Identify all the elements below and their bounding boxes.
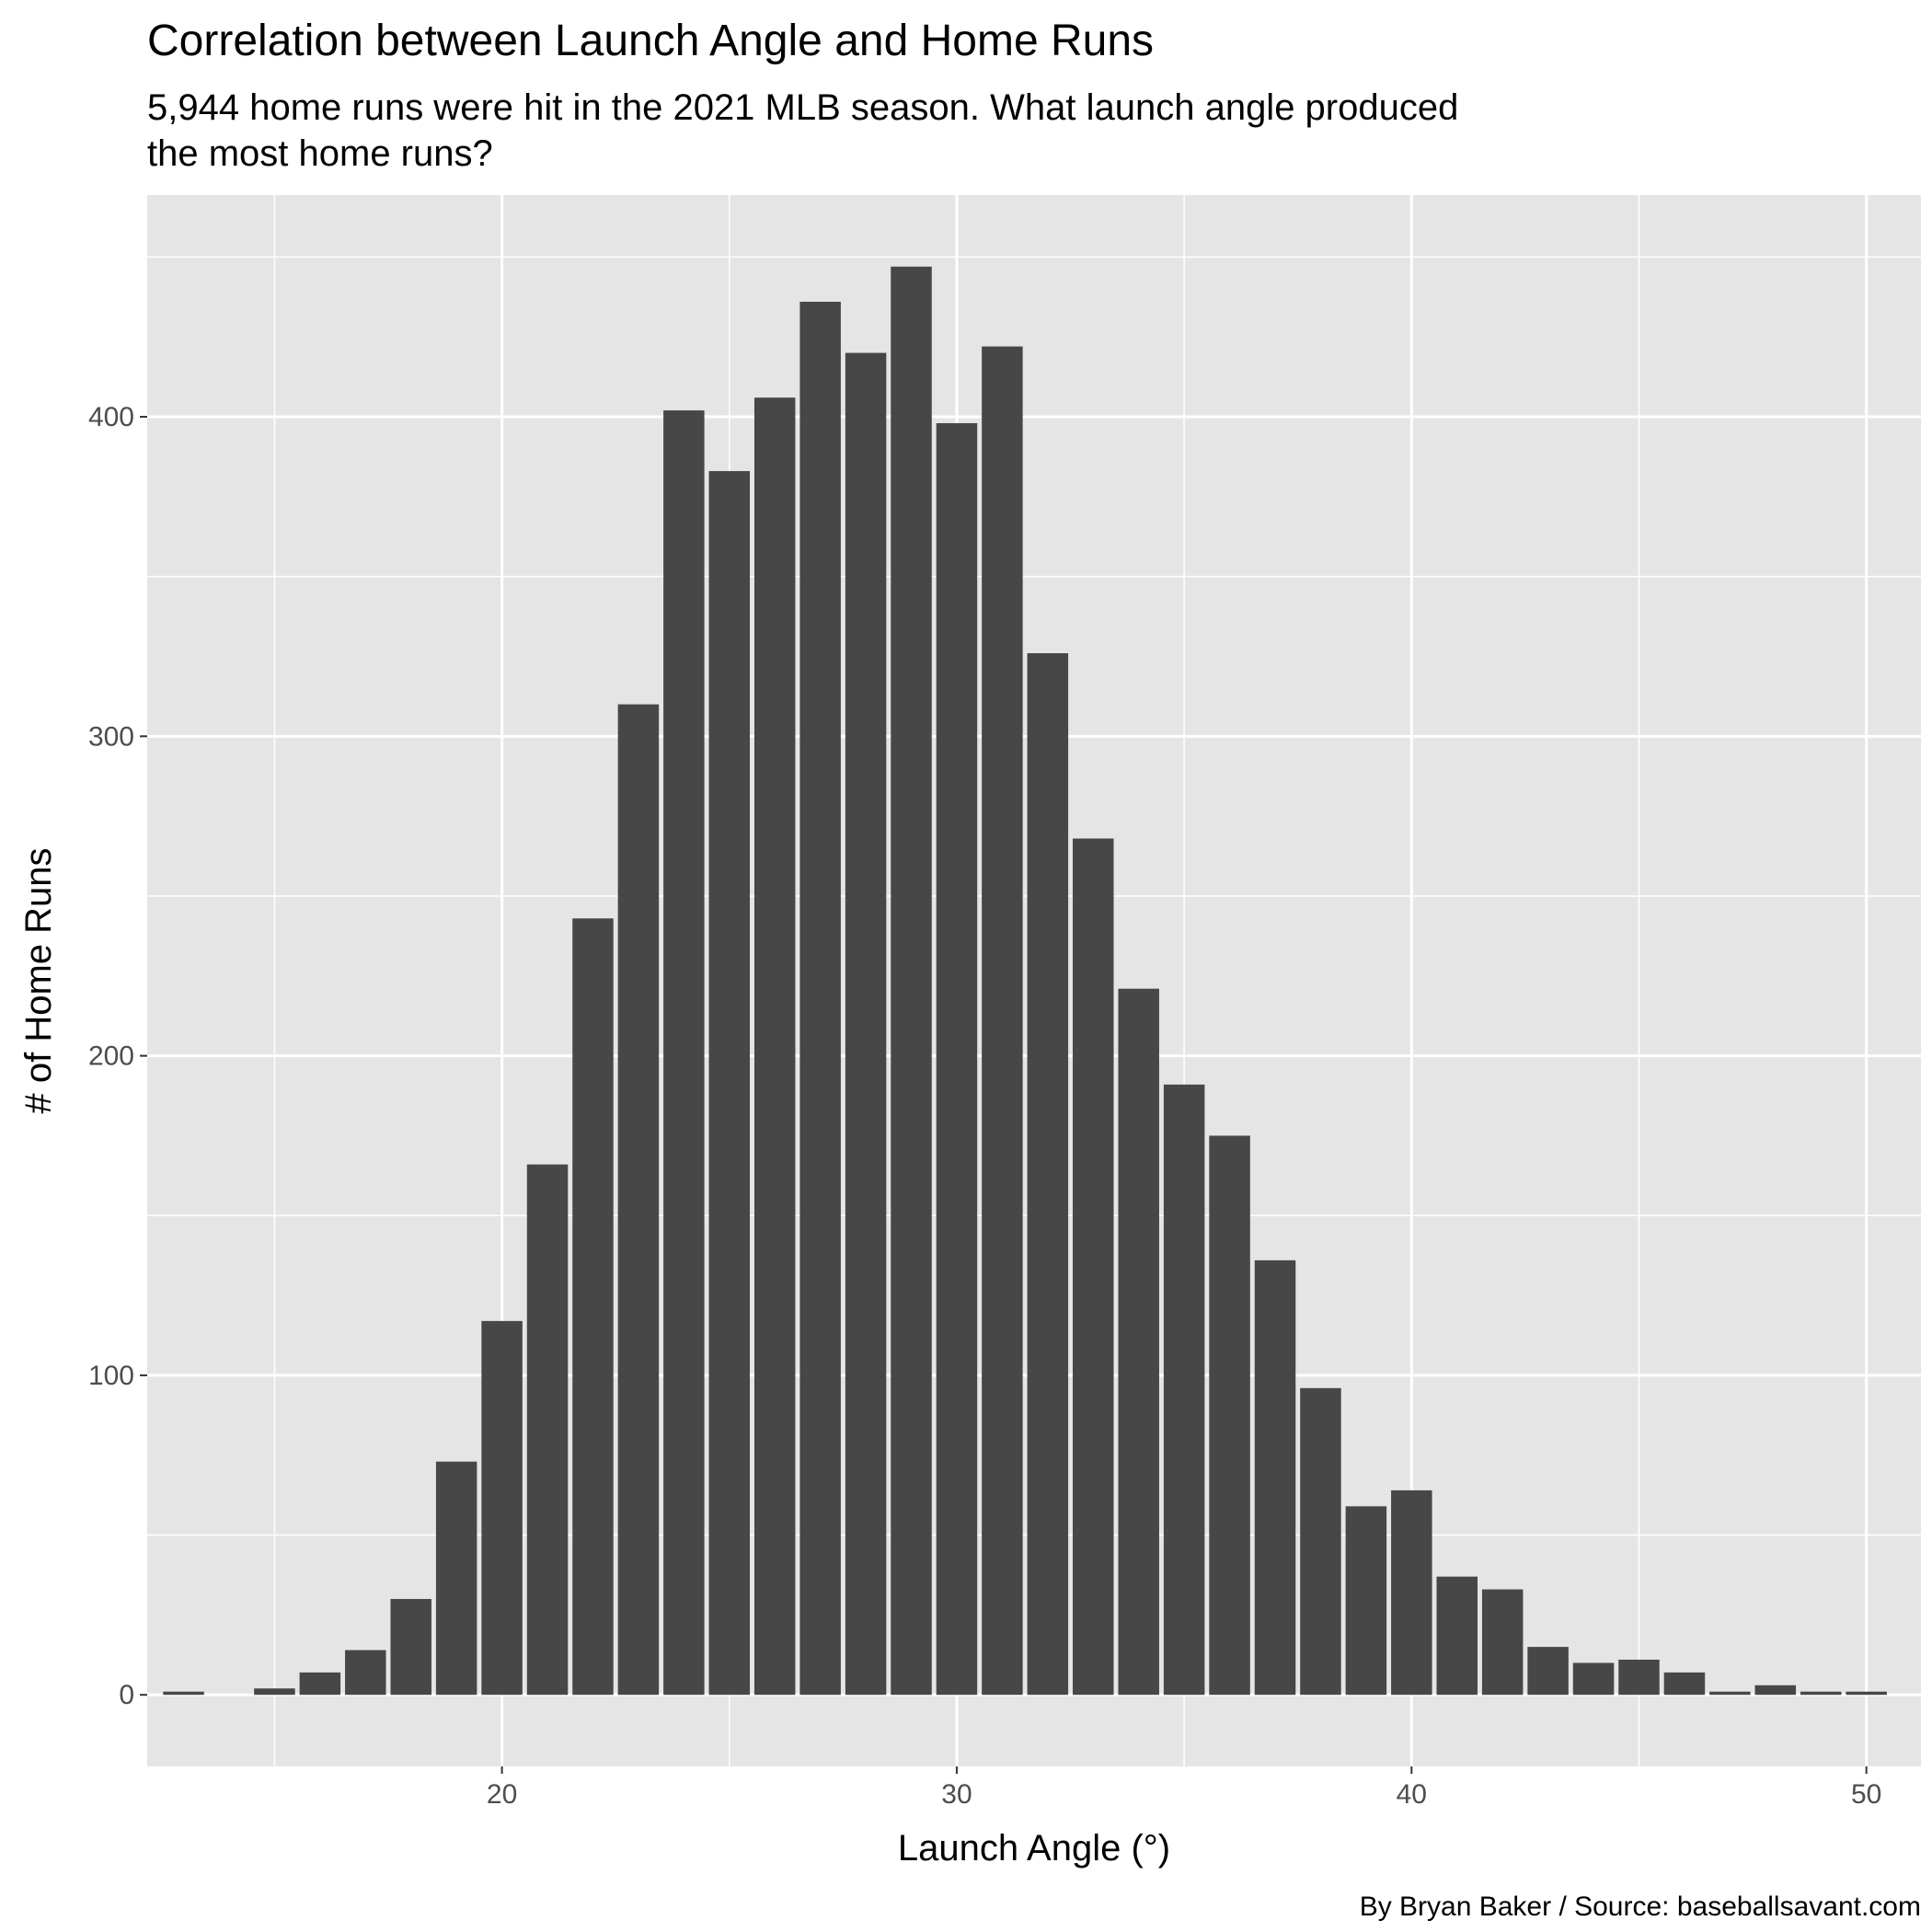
chart-title: Correlation between Launch Angle and Hom… xyxy=(147,17,1154,65)
histogram-bar xyxy=(753,397,796,1696)
histogram-bar xyxy=(1027,653,1069,1696)
histogram-bar xyxy=(1209,1135,1250,1696)
histogram-bar xyxy=(481,1320,523,1696)
histogram-bar xyxy=(163,1691,204,1696)
x-axis: 20 30 40 50 xyxy=(487,1766,1881,1810)
histogram-bar xyxy=(572,918,614,1696)
chart-subtitle-line-2: the most home runs? xyxy=(147,133,493,174)
y-tick-label: 300 xyxy=(88,721,134,752)
histogram-bar xyxy=(1572,1662,1615,1696)
histogram-bar xyxy=(708,471,751,1696)
histogram-bar xyxy=(1663,1672,1706,1696)
histogram-bar xyxy=(1618,1660,1660,1696)
histogram-bar xyxy=(1436,1576,1478,1696)
histogram-bar xyxy=(1118,988,1159,1696)
histogram-bar xyxy=(936,422,978,1696)
histogram-bar xyxy=(1163,1084,1205,1696)
x-tick-label: 40 xyxy=(1397,1779,1427,1810)
y-axis-title: # of Home Runs xyxy=(18,847,59,1113)
histogram-bar xyxy=(1254,1259,1296,1696)
histogram-bar xyxy=(390,1599,431,1696)
y-tick-label: 200 xyxy=(88,1041,134,1072)
histogram-bar xyxy=(526,1164,569,1696)
x-tick-label: 20 xyxy=(487,1779,517,1810)
chart-caption: By Bryan Baker / Source: baseballsavant.… xyxy=(1360,1892,1921,1922)
y-tick-label: 0 xyxy=(119,1680,134,1710)
histogram-bar xyxy=(345,1650,386,1696)
histogram-bar xyxy=(663,410,705,1696)
histogram-bar xyxy=(1709,1691,1751,1696)
histogram-bar xyxy=(1527,1647,1569,1696)
histogram-bar xyxy=(1754,1685,1797,1696)
histogram-bar xyxy=(1481,1589,1524,1696)
bar-series xyxy=(163,266,1887,1696)
histogram-bar xyxy=(254,1688,295,1696)
histogram-bar xyxy=(982,346,1023,1696)
y-axis: 0 100 200 300 400 xyxy=(88,402,147,1710)
histogram-bar xyxy=(799,301,841,1696)
histogram-bar xyxy=(1073,838,1114,1696)
y-tick-label: 100 xyxy=(88,1361,134,1391)
chart-subtitle-line-1: 5,944 home runs were hit in the 2021 MLB… xyxy=(147,87,1458,128)
histogram-bar xyxy=(1300,1387,1341,1696)
x-tick-label: 50 xyxy=(1851,1779,1881,1810)
x-tick-label: 30 xyxy=(941,1779,972,1810)
histogram-bar xyxy=(435,1461,477,1696)
histogram-bar xyxy=(1846,1691,1887,1696)
histogram-bar xyxy=(299,1672,341,1696)
x-axis-title: Launch Angle (°) xyxy=(898,1828,1170,1869)
histogram-bar xyxy=(617,704,660,1696)
histogram-bar xyxy=(845,352,887,1696)
histogram-bar xyxy=(1800,1691,1842,1696)
histogram-bar xyxy=(1391,1489,1432,1696)
y-tick-label: 400 xyxy=(88,402,134,432)
histogram-bar xyxy=(1345,1506,1387,1696)
histogram-bar xyxy=(891,266,932,1696)
